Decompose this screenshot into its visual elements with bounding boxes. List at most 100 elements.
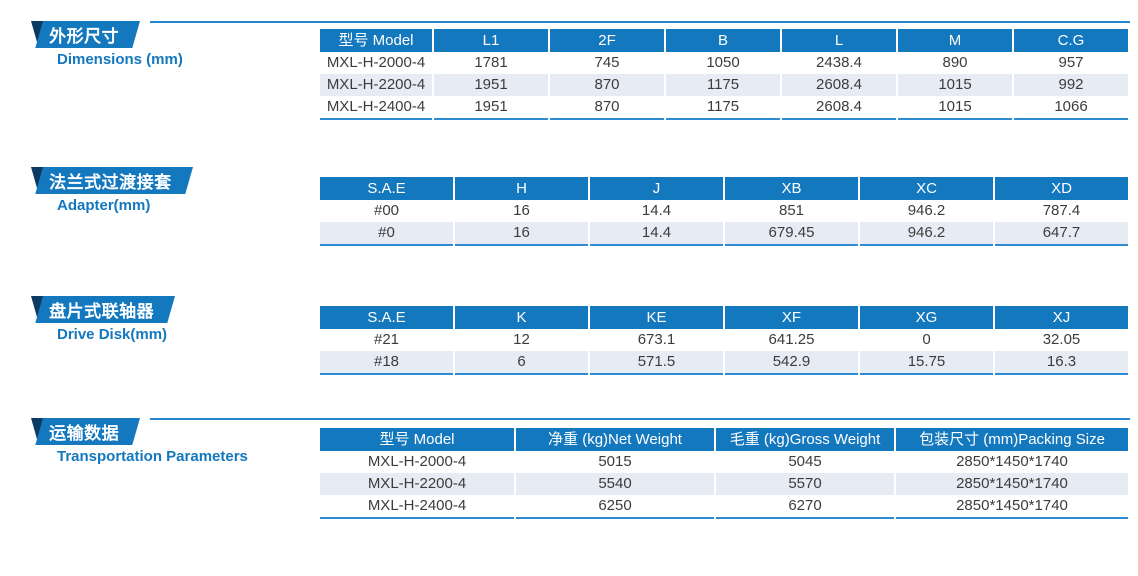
table-cell: MXL-H-2400-4 (320, 96, 432, 120)
table-cell: MXL-H-2200-4 (320, 473, 514, 495)
table-cell: #00 (373, 202, 400, 219)
table-cell: 2608.4 (782, 74, 896, 96)
table-cell: 2850*1450*1740 (956, 453, 1068, 470)
column-header: 包装尺寸 (mm)Packing Size (896, 428, 1128, 451)
table-row: MXL-H-2400-4 1951 870 1175 2608.4 1015 1066 (320, 96, 1128, 120)
section-adapter: 法兰式过渡接套 Adapter(mm) S.A.E H J XB XC XD #00 16 1… (0, 167, 1138, 307)
spec-table: 型号 Model 净重 (kg)Net Weight 毛重 (kg)Gross We… (318, 428, 1130, 519)
table-cell: 32.05 (1042, 331, 1081, 348)
table-header-row: 型号 Model 净重 (kg)Net Weight 毛重 (kg)Gross We… (320, 428, 1128, 451)
table-cell: 1015 (898, 96, 1012, 120)
table-cell: 5045 (788, 453, 822, 470)
section-divider-line (150, 21, 1130, 23)
column-header: M (898, 29, 1012, 52)
column-header: XF (725, 306, 858, 329)
table-row: MXL-H-2000-4 5015 5045 2850*1450*1740 (320, 451, 1128, 473)
table-cell: 2608.4 (782, 96, 896, 120)
column-header: 型号 Model (320, 428, 514, 451)
section-transportation: 运输数据 Transportation Parameters 型号 Model 净… (0, 418, 1138, 558)
table-row: MXL-H-2000-4 1781 745 1050 2438.4 890 957 (320, 52, 1128, 74)
table-cell: MXL-H-2000-4 (326, 54, 426, 71)
table-row: #18 6 571.5 542.9 15.75 16.3 (320, 351, 1128, 375)
column-header: L (782, 29, 896, 52)
section-title-en: Transportation Parameters (57, 448, 248, 465)
table-cell: 1951 (434, 74, 548, 96)
column-header: 型号 Model (320, 29, 432, 52)
table-row: #21 12 673.1 641.25 0 32.05 (320, 329, 1128, 351)
column-header: J (590, 177, 723, 200)
table-cell: 571.5 (590, 351, 723, 375)
column-header: 2F (550, 29, 664, 52)
table-cell: MXL-H-2200-4 (320, 74, 432, 96)
banner-ribbon: 外形尺寸 (35, 21, 140, 48)
table-cell: #0 (320, 222, 453, 246)
section-title-zh: 外形尺寸 (49, 27, 120, 46)
table-cell: #21 (373, 331, 400, 348)
table-cell: 1175 (666, 96, 780, 120)
table-cell: 1066 (1014, 96, 1128, 120)
table-cell: 890 (942, 54, 968, 71)
section-banner: 法兰式过渡接套 (31, 167, 193, 194)
table-cell: 1781 (474, 54, 508, 71)
column-header: XG (860, 306, 993, 329)
column-header: S.A.E (320, 177, 453, 200)
table-cell: 12 (513, 331, 530, 348)
table-row: MXL-H-2400-4 6250 6270 2850*1450*1740 (320, 495, 1128, 519)
section-title-zh: 法兰式过渡接套 (49, 173, 172, 192)
spec-table: 型号 Model L1 2F B L M C.G MXL-H-2000-4 1781 745 10… (318, 29, 1130, 120)
table-header-row: S.A.E K KE XF XG XJ (320, 306, 1128, 329)
table-cell: 946.2 (907, 202, 946, 219)
table-cell: 2438.4 (816, 54, 862, 71)
table-row: MXL-H-2200-4 1951 870 1175 2608.4 1015 992 (320, 74, 1128, 96)
spec-table-container: S.A.E K KE XF XG XJ #21 12 673.1 641.25 0 32.05 #18… (318, 306, 1130, 375)
table-cell: 16 (513, 202, 530, 219)
section-banner: 外形尺寸 (31, 21, 140, 48)
table-cell: 6 (455, 351, 588, 375)
spec-table-container: 型号 Model L1 2F B L M C.G MXL-H-2000-4 1781 745 10… (318, 29, 1130, 120)
column-header: XD (995, 177, 1128, 200)
column-header: 毛重 (kg)Gross Weight (716, 428, 894, 451)
column-header: XC (860, 177, 993, 200)
section-banner: 运输数据 (31, 418, 140, 445)
column-header: C.G (1014, 29, 1128, 52)
section-title-en: Dimensions (mm) (57, 51, 183, 68)
table-cell: 870 (550, 74, 664, 96)
table-cell: 16 (455, 222, 588, 246)
table-cell: 1050 (706, 54, 740, 71)
table-cell: 870 (550, 96, 664, 120)
table-cell: MXL-H-2000-4 (367, 453, 467, 470)
table-header-row: S.A.E H J XB XC XD (320, 177, 1128, 200)
spec-table-container: 型号 Model 净重 (kg)Net Weight 毛重 (kg)Gross We… (318, 428, 1130, 519)
table-cell: 14.4 (590, 222, 723, 246)
table-cell: 1015 (898, 74, 1012, 96)
banner-ribbon: 法兰式过渡接套 (35, 167, 193, 194)
section-title-en: Drive Disk(mm) (57, 326, 168, 343)
section-dimensions: 外形尺寸 Dimensions (mm) 型号 Model L1 2F B L M C.G … (0, 21, 1138, 161)
table-header-row: 型号 Model L1 2F B L M C.G (320, 29, 1128, 52)
column-header: 净重 (kg)Net Weight (516, 428, 714, 451)
banner-ribbon: 运输数据 (35, 418, 140, 445)
column-header: S.A.E (320, 306, 453, 329)
table-cell: 851 (778, 202, 805, 219)
table-cell: 1175 (666, 74, 780, 96)
table-row: #00 16 14.4 851 946.2 787.4 (320, 200, 1128, 222)
table-cell: 15.75 (860, 351, 993, 375)
table-cell: 1951 (434, 96, 548, 120)
table-row: #0 16 14.4 679.45 946.2 647.7 (320, 222, 1128, 246)
table-cell: 745 (594, 54, 620, 71)
column-header: KE (590, 306, 723, 329)
section-banner: 盘片式联轴器 (31, 296, 175, 323)
table-cell: 957 (1058, 54, 1084, 71)
column-header: L1 (434, 29, 548, 52)
table-cell: 2850*1450*1740 (896, 495, 1128, 519)
column-header: XB (725, 177, 858, 200)
table-cell: 6270 (716, 495, 894, 519)
table-cell: 679.45 (725, 222, 858, 246)
table-cell: 641.25 (768, 331, 815, 348)
spec-table: S.A.E K KE XF XG XJ #21 12 673.1 641.25 0 32.05 #18… (318, 306, 1130, 375)
banner-ribbon: 盘片式联轴器 (35, 296, 175, 323)
table-cell: 946.2 (860, 222, 993, 246)
table-cell: 0 (922, 331, 931, 348)
table-cell: 5570 (716, 473, 894, 495)
